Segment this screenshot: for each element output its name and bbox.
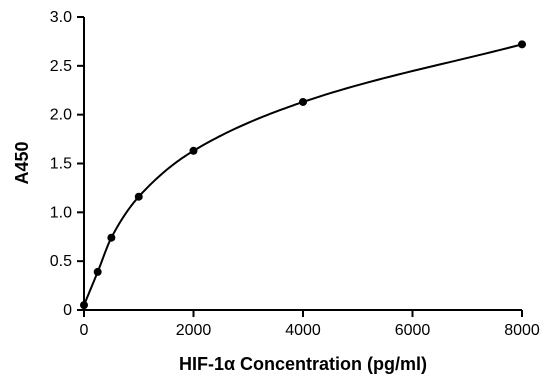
x-ticks: 0 2000 4000 6000 8000 [80, 310, 540, 339]
y-tick-label: 1.0 [50, 204, 72, 221]
x-tick-label: 8000 [504, 322, 540, 339]
data-point [189, 146, 198, 155]
x-tick-label: 0 [80, 322, 89, 339]
data-point [299, 97, 307, 106]
y-tick-label: 2.0 [50, 107, 72, 124]
data-point [107, 233, 116, 242]
y-axis-title: A450 [12, 141, 32, 184]
data-points [80, 40, 526, 310]
y-tick-label: 1.5 [50, 156, 72, 173]
x-tick-label: 6000 [395, 322, 431, 339]
x-tick-label: 4000 [285, 322, 321, 339]
data-point [134, 192, 143, 201]
y-tick-label: 2.5 [50, 58, 72, 75]
fit-curve-line [83, 43, 523, 306]
x-axis-title: HIF-1α Concentration (pg/ml) [179, 354, 427, 374]
y-tick-label: 0.5 [50, 253, 72, 270]
x-tick-label: 2000 [176, 322, 212, 339]
y-tick-label: 3.0 [50, 9, 72, 26]
data-point [518, 40, 526, 49]
y-ticks: 0 0.5 1.0 1.5 2.0 2.5 3.0 [50, 9, 84, 319]
data-point [93, 267, 102, 276]
data-point [80, 301, 88, 310]
y-tick-label: 0 [63, 302, 72, 319]
